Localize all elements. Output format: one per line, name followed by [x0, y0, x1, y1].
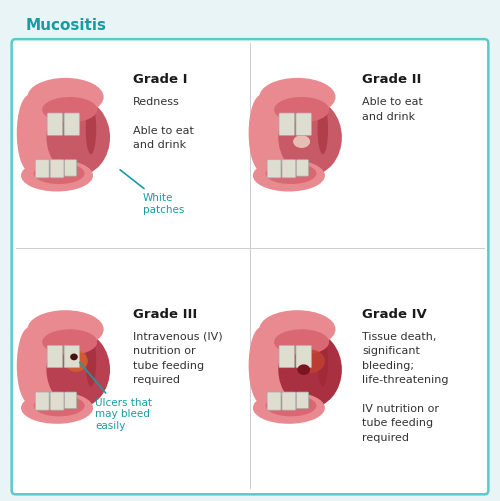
Ellipse shape [253, 160, 325, 191]
Ellipse shape [64, 351, 88, 372]
Ellipse shape [21, 319, 102, 412]
Ellipse shape [259, 78, 336, 116]
Text: Grade I: Grade I [133, 73, 188, 86]
Text: Able to eat
and drink: Able to eat and drink [362, 97, 423, 122]
FancyBboxPatch shape [64, 345, 80, 368]
Ellipse shape [21, 392, 93, 424]
Ellipse shape [42, 329, 98, 355]
Text: Grade II: Grade II [362, 73, 422, 86]
FancyBboxPatch shape [47, 345, 62, 368]
Ellipse shape [21, 86, 102, 180]
Ellipse shape [34, 163, 84, 184]
Ellipse shape [42, 97, 98, 122]
FancyBboxPatch shape [279, 113, 294, 135]
Ellipse shape [253, 392, 325, 424]
FancyBboxPatch shape [296, 392, 308, 408]
Ellipse shape [295, 350, 325, 373]
Ellipse shape [253, 319, 334, 412]
FancyBboxPatch shape [36, 160, 49, 178]
Ellipse shape [17, 327, 42, 404]
Ellipse shape [274, 329, 329, 355]
Text: Grade IV: Grade IV [362, 308, 427, 321]
Text: Tissue death,
significant
bleeding;
life-threatening

IV nutrition or
tube feedi: Tissue death, significant bleeding; life… [362, 332, 448, 443]
Ellipse shape [318, 103, 328, 154]
FancyBboxPatch shape [267, 392, 281, 410]
Ellipse shape [17, 95, 42, 171]
Ellipse shape [28, 310, 104, 348]
FancyBboxPatch shape [36, 392, 49, 410]
Ellipse shape [266, 163, 316, 184]
Ellipse shape [278, 332, 342, 408]
Ellipse shape [86, 103, 96, 154]
Ellipse shape [248, 327, 274, 404]
FancyBboxPatch shape [12, 39, 488, 494]
Ellipse shape [278, 99, 342, 175]
FancyBboxPatch shape [50, 160, 64, 178]
Ellipse shape [34, 395, 84, 416]
Text: Grade III: Grade III [133, 308, 197, 321]
Text: Intravenous (IV)
nutrition or
tube feeding
required: Intravenous (IV) nutrition or tube feedi… [133, 332, 222, 385]
FancyBboxPatch shape [50, 392, 64, 410]
Ellipse shape [86, 336, 96, 387]
Ellipse shape [21, 160, 93, 191]
FancyBboxPatch shape [296, 160, 308, 176]
FancyBboxPatch shape [296, 113, 312, 135]
FancyBboxPatch shape [282, 160, 296, 178]
FancyBboxPatch shape [64, 160, 76, 176]
Text: Redness

Able to eat
and drink: Redness Able to eat and drink [133, 97, 194, 150]
Ellipse shape [266, 395, 316, 416]
Ellipse shape [70, 354, 78, 360]
Ellipse shape [298, 364, 310, 375]
Ellipse shape [46, 99, 110, 175]
Text: Mucositis: Mucositis [26, 18, 106, 33]
FancyBboxPatch shape [64, 113, 80, 135]
Ellipse shape [259, 310, 336, 348]
FancyBboxPatch shape [279, 345, 294, 368]
FancyBboxPatch shape [64, 392, 76, 408]
Ellipse shape [28, 78, 104, 116]
Ellipse shape [274, 97, 329, 122]
FancyBboxPatch shape [47, 113, 62, 135]
Text: White
patches: White patches [120, 170, 184, 214]
Ellipse shape [46, 332, 110, 408]
Ellipse shape [318, 336, 328, 387]
FancyBboxPatch shape [296, 345, 312, 368]
FancyBboxPatch shape [267, 160, 281, 178]
Ellipse shape [253, 86, 334, 180]
Ellipse shape [293, 135, 310, 148]
FancyBboxPatch shape [282, 392, 296, 410]
Text: Ulcers that
may bleed
easily: Ulcers that may bleed easily [80, 363, 152, 431]
Ellipse shape [248, 95, 274, 171]
